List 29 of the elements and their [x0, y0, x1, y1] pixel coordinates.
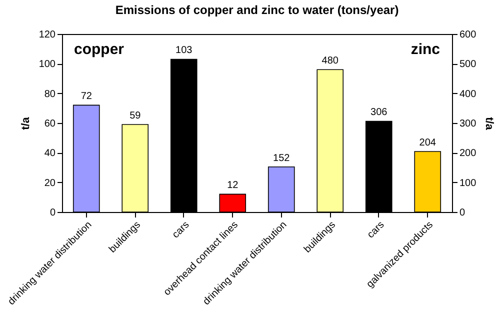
- y2-tick-label: 400: [460, 88, 477, 100]
- y2-tick-label: 100: [460, 178, 477, 189]
- y2-axis-title: t/a: [483, 117, 495, 131]
- data-label: 72: [80, 91, 92, 102]
- data-label: 152: [273, 152, 290, 164]
- y-tick-label: 120: [38, 30, 56, 40]
- y2-tick-label: 0: [460, 208, 466, 218]
- y-tick-label: 40: [44, 148, 56, 160]
- data-label: 12: [227, 180, 239, 192]
- y2-tick-label: 200: [460, 148, 477, 160]
- y-tick-label: 60: [44, 118, 56, 130]
- y-tick-label: 20: [44, 178, 56, 189]
- y-tick-label: 80: [44, 88, 56, 100]
- x-tick-label: cars: [366, 220, 387, 241]
- annotation: copper: [74, 41, 124, 58]
- y2-tick-label: 300: [460, 118, 477, 130]
- annotation: zinc: [410, 41, 440, 58]
- y-axis-title: t/a: [20, 116, 32, 130]
- data-label: 204: [419, 137, 436, 148]
- chart-title: Emissions of copper and zinc to water (tons/year): [115, 3, 399, 17]
- data-label: 59: [130, 110, 142, 122]
- data-label: 480: [322, 56, 339, 67]
- y-tick-label: 100: [38, 59, 56, 70]
- data-label: 103: [176, 45, 193, 56]
- y2-tick-label: 500: [460, 59, 477, 70]
- data-label: 306: [370, 107, 388, 118]
- y-tick-label: 0: [50, 208, 56, 218]
- x-tick-label: cars: [170, 220, 192, 241]
- y2-tick-label: 600: [460, 30, 477, 40]
